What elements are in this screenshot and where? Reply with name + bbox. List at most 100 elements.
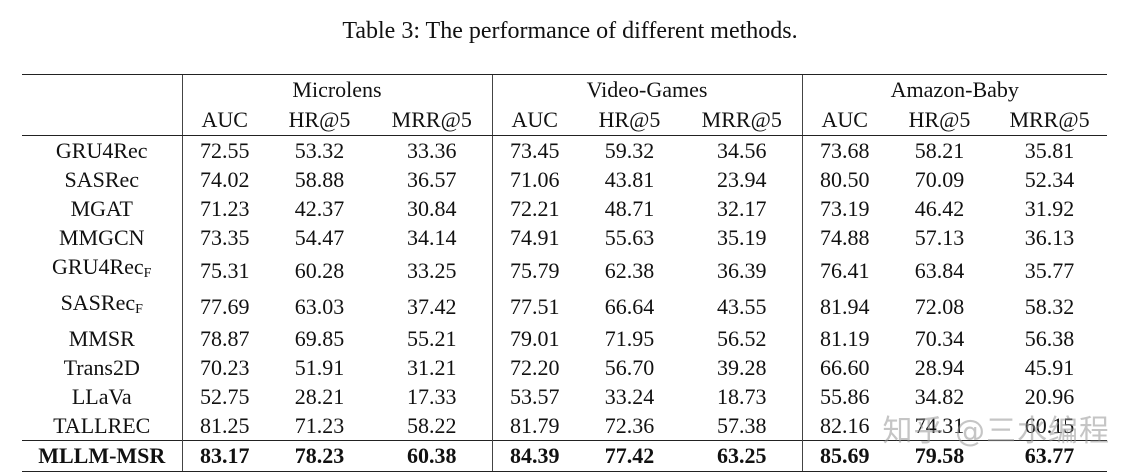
table-row: MMSR 78.87 69.85 55.21 79.01 71.95 56.52 81.19 7… — [22, 324, 1107, 353]
value-cell: 52.34 — [1024, 167, 1075, 192]
method-name-cell: SASRec — [22, 165, 182, 194]
group-header-microlens: Microlens — [181, 74, 493, 105]
method-name: MLLM-MSR — [38, 443, 166, 468]
value-cell: 58.88 — [294, 167, 345, 192]
method-name: LLaVa — [71, 384, 132, 409]
value-cell: 58.21 — [914, 138, 965, 163]
value-cell: 73.19 — [801, 194, 888, 223]
value-cell: 66.64 — [604, 293, 655, 319]
value-cell: 43.81 — [604, 167, 655, 192]
method-name: Trans2D — [63, 355, 140, 380]
value-cell: 73.35 — [181, 223, 267, 252]
metric-header: MRR@5 — [372, 105, 493, 136]
value-cell: 79.01 — [491, 324, 578, 353]
value-cell: 70.34 — [914, 326, 965, 351]
value-cell: 36.57 — [407, 167, 457, 192]
method-name-cell: MMGCN — [22, 223, 182, 252]
value-cell: 43.55 — [717, 293, 767, 319]
value-cell: 31.92 — [1024, 196, 1075, 221]
value-cell: 77.51 — [491, 288, 578, 324]
value-cell: 45.91 — [1024, 355, 1075, 380]
value-cell: 55.86 — [801, 382, 888, 411]
value-cell: 33.36 — [407, 138, 457, 163]
value-cell: 81.94 — [801, 288, 888, 324]
metric-header: MRR@5 — [682, 105, 803, 136]
value-cell: 34.14 — [407, 225, 457, 250]
value-cell: 69.85 — [294, 326, 345, 351]
method-name-cell: MLLM-MSR — [22, 440, 182, 472]
value-cell: 57.38 — [717, 413, 767, 438]
value-cell: 81.79 — [491, 411, 578, 441]
value-cell: 51.91 — [294, 355, 345, 380]
value-cell: 20.96 — [1024, 384, 1075, 409]
corner-cell — [22, 105, 182, 136]
group-header-video-games: Video-Games — [491, 74, 803, 105]
method-name: MMGCN — [58, 225, 145, 250]
value-cell: 71.06 — [491, 165, 578, 194]
value-cell: 62.38 — [604, 257, 655, 283]
table-row: GRU4RecF 75.31 60.28 33.25 75.79 62.38 36.39 76… — [22, 252, 1107, 288]
method-name-cell: MGAT — [22, 194, 182, 223]
value-cell: 77.69 — [181, 288, 267, 324]
value-cell: 70.23 — [181, 353, 267, 382]
value-cell: 74.02 — [181, 165, 267, 194]
metric-header: HR@5 — [267, 105, 372, 136]
metric-header: MRR@5 — [992, 105, 1108, 136]
method-name: MMSR — [68, 326, 135, 351]
value-cell: 71.23 — [181, 194, 267, 223]
method-name: GRU4Rec — [55, 138, 148, 163]
value-cell: 60.28 — [294, 257, 345, 283]
value-cell: 79.58 — [887, 440, 993, 472]
method-name: TALLREC — [53, 413, 151, 438]
value-cell: 54.47 — [294, 225, 345, 250]
value-cell: 36.39 — [717, 257, 767, 283]
method-name-cell: TALLREC — [22, 411, 182, 441]
group-header-amazon-baby: Amazon-Baby — [801, 74, 1108, 105]
table-row: MMGCN 73.35 54.47 34.14 74.91 55.63 35.19 74.88… — [22, 223, 1107, 252]
value-cell: 53.32 — [294, 138, 345, 163]
value-cell: 56.38 — [1024, 326, 1075, 351]
value-cell: 81.25 — [181, 411, 267, 441]
method-name-cell: GRU4RecF — [22, 252, 182, 288]
metric-header: AUC — [491, 105, 578, 136]
value-cell: 73.68 — [801, 135, 888, 165]
corner-cell — [22, 74, 182, 105]
metric-header-row: AUC HR@5 MRR@5 AUC HR@5 MRR@5 AUC HR@5 M… — [22, 105, 1108, 136]
method-name-cell: MMSR — [22, 324, 182, 353]
table-row: LLaVa 52.75 28.21 17.33 53.57 33.24 18.73 55.86… — [22, 382, 1107, 411]
value-cell: 66.60 — [801, 353, 888, 382]
group-header-row: Microlens Video-Games Amazon-Baby — [22, 74, 1108, 105]
value-cell: 70.09 — [914, 167, 965, 192]
value-cell: 34.56 — [717, 138, 767, 163]
value-cell: 32.17 — [717, 196, 767, 221]
value-cell: 63.84 — [914, 257, 965, 283]
metric-header: AUC — [181, 105, 267, 136]
method-name-cell: LLaVa — [22, 382, 182, 411]
value-cell: 60.38 — [372, 440, 493, 472]
table-row: SASRec 74.02 58.88 36.57 71.06 43.81 23.94 80.5… — [22, 165, 1107, 194]
table-row: SASRecF 77.69 63.03 37.42 77.51 66.64 43.55 81.… — [22, 288, 1107, 324]
value-cell: 53.57 — [491, 382, 578, 411]
value-cell: 23.94 — [717, 167, 767, 192]
method-subscript: F — [143, 266, 152, 281]
method-name: MGAT — [70, 196, 133, 221]
value-cell: 83.17 — [181, 440, 267, 472]
table-row: MGAT 71.23 42.37 30.84 72.21 48.71 32.17 73.19 4… — [22, 194, 1107, 223]
value-cell: 55.63 — [604, 225, 655, 250]
value-cell: 81.19 — [801, 324, 888, 353]
method-name: GRU4Rec — [52, 254, 144, 279]
value-cell: 85.69 — [801, 440, 888, 472]
value-cell: 72.36 — [604, 413, 655, 438]
value-cell: 46.42 — [914, 196, 965, 221]
value-cell: 35.19 — [717, 225, 767, 250]
value-cell: 78.87 — [181, 324, 267, 353]
value-cell: 59.32 — [604, 138, 655, 163]
value-cell: 55.21 — [407, 326, 457, 351]
value-cell: 57.13 — [914, 225, 965, 250]
value-cell: 75.31 — [181, 252, 267, 288]
value-cell: 63.25 — [682, 440, 803, 472]
value-cell: 71.95 — [604, 326, 655, 351]
value-cell: 77.42 — [577, 440, 683, 472]
results-table: Microlens Video-Games Amazon-Baby AUC HR… — [22, 74, 1108, 472]
value-cell: 82.16 — [801, 411, 888, 441]
